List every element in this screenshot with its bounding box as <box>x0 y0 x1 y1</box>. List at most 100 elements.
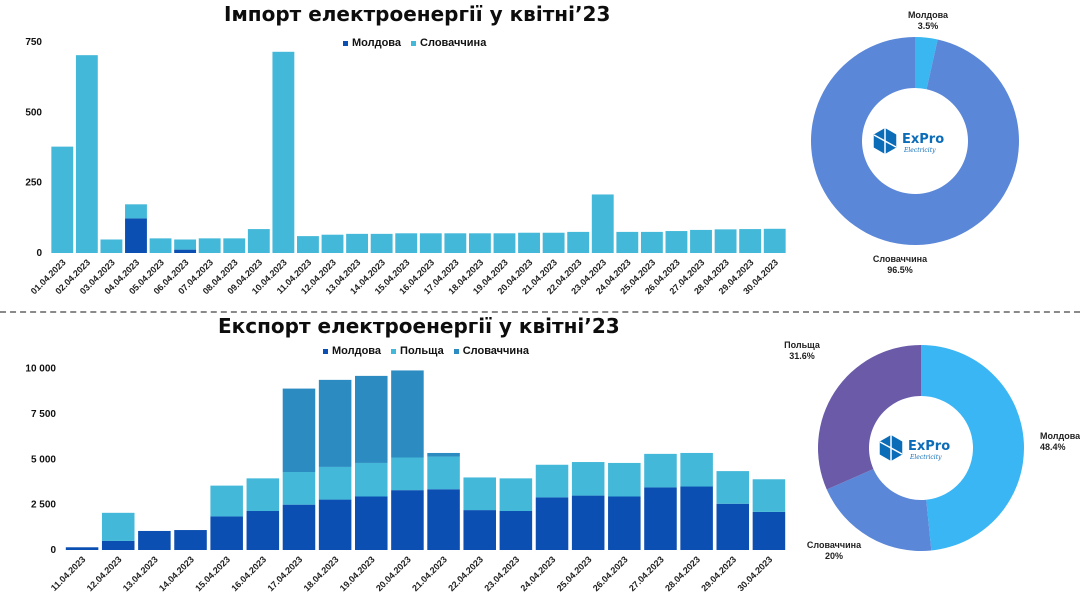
y-tick-label: 7 500 <box>31 409 56 420</box>
donut-slice-percent: 48.4% <box>1040 442 1066 452</box>
donut-slice-label: Польща <box>784 340 821 350</box>
bar-segment <box>297 236 319 253</box>
bar-segment <box>318 466 352 500</box>
bar-segment <box>391 370 424 458</box>
bar-segment <box>101 540 135 550</box>
import-legend: Молдова Словаччина <box>343 37 486 49</box>
bar-segment <box>223 238 246 253</box>
bar-segment <box>51 146 74 253</box>
bar-segment <box>246 478 280 512</box>
bar-segment <box>714 229 737 253</box>
legend-label-poland: Польща <box>400 345 444 357</box>
logo-hex-line <box>873 134 897 148</box>
bar-segment <box>210 485 243 517</box>
bar-segment <box>282 472 316 505</box>
x-tick-label: 27.04.2023 <box>627 554 666 593</box>
y-tick-label: 250 <box>25 178 42 189</box>
donut-slice-label: Молдова <box>1040 431 1080 441</box>
bar-segment <box>493 233 516 253</box>
x-tick-label: 20.04.2023 <box>374 554 413 593</box>
legend-label-moldova: Молдова <box>332 345 382 357</box>
donut-slice-percent: 20% <box>825 551 843 561</box>
x-tick-label: 22.04.2023 <box>446 554 485 593</box>
bar-segment <box>499 478 533 512</box>
legend-swatch-poland <box>391 348 397 354</box>
donut-slice-percent: 96.5% <box>887 265 913 275</box>
bar-segment <box>419 233 442 253</box>
bar-segment <box>463 477 496 511</box>
import-bar-chart: 025050075001.04.202302.04.202303.04.2023… <box>25 37 786 296</box>
logo-hex-line <box>879 441 903 455</box>
x-tick-label: 13.04.2023 <box>121 554 160 593</box>
bar-segment <box>355 462 388 497</box>
legend-label-slovakia: Словаччина <box>462 345 529 357</box>
bar-segment <box>101 512 135 541</box>
bar-segment <box>247 229 270 253</box>
donut-slice-label: Словаччина <box>807 540 862 550</box>
y-tick-label: 750 <box>25 37 42 48</box>
logo-subtext: Electricity <box>909 454 942 461</box>
bar-segment <box>463 510 496 550</box>
bar-segment <box>690 229 712 253</box>
bar-segment <box>391 490 424 550</box>
bar-segment <box>100 239 123 253</box>
x-tick-label: 18.04.2023 <box>302 554 341 593</box>
donut-slice-label: Молдова <box>908 10 949 20</box>
bar-segment <box>616 231 639 253</box>
bar-segment <box>427 489 460 550</box>
x-tick-label: 25.04.2023 <box>555 554 594 593</box>
x-tick-label: 16.04.2023 <box>229 554 268 593</box>
legend-swatch-moldova <box>323 348 328 354</box>
export-chart-title: Експорт електроенергії у квітні’23 <box>218 314 620 338</box>
section-divider <box>0 311 1080 313</box>
legend-swatch-slovakia <box>453 348 459 354</box>
bar-segment <box>65 547 99 550</box>
x-tick-label: 17.04.2023 <box>265 554 304 593</box>
bar-segment <box>427 452 460 457</box>
bar-segment <box>739 229 762 253</box>
donut-slice-percent: 3.5% <box>918 21 939 31</box>
donut-slice <box>811 37 1019 245</box>
bar-segment <box>535 464 569 498</box>
bar-segment <box>246 511 280 550</box>
y-tick-label: 10 000 <box>25 364 56 375</box>
y-tick-label: 0 <box>50 545 56 556</box>
bar-segment <box>174 249 197 253</box>
bar-segment <box>282 388 316 473</box>
logo-subtext: Electricity <box>903 147 936 154</box>
bar-segment <box>680 452 713 487</box>
bar-segment <box>608 462 641 497</box>
x-tick-label: 21.04.2023 <box>410 554 449 593</box>
x-tick-label: 30.04.2023 <box>735 554 774 593</box>
bar-segment <box>346 233 369 253</box>
x-tick-label: 26.04.2023 <box>591 554 630 593</box>
bar-segment <box>499 511 533 550</box>
legend-item-moldova: Молдова <box>323 345 381 357</box>
legend-swatch-moldova <box>343 40 348 46</box>
bar-segment <box>444 233 467 253</box>
donut-slice <box>921 345 1025 551</box>
y-tick-label: 0 <box>36 248 42 259</box>
bar-segment <box>542 232 565 253</box>
bar-segment <box>644 487 677 550</box>
bar-segment <box>198 238 221 253</box>
bar-segment <box>149 238 172 253</box>
donut-slice <box>817 345 921 490</box>
legend-item-slovakia: Словаччина <box>453 345 529 357</box>
bar-segment <box>75 55 98 253</box>
export-bar-chart: 0 2 500 5 000 7 500 10 000 11.04.202312.04.20… <box>25 364 786 593</box>
bar-segment <box>395 233 418 253</box>
bar-segment <box>716 471 750 504</box>
bar-segment <box>427 456 460 490</box>
bar-segment <box>210 516 243 550</box>
x-tick-label: 11.04.2023 <box>49 554 88 593</box>
donut-slice <box>826 468 932 552</box>
bar-segment <box>752 511 786 550</box>
bar-segment <box>716 503 750 550</box>
legend-label-moldova: Молдова <box>352 37 402 49</box>
bar-segment <box>321 234 344 253</box>
